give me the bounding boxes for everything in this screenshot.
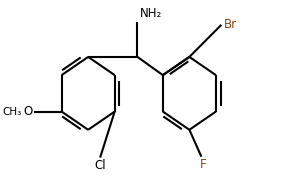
Text: O: O bbox=[23, 105, 32, 118]
Text: CH₃: CH₃ bbox=[2, 107, 22, 116]
Text: NH₂: NH₂ bbox=[140, 7, 162, 21]
Text: Br: Br bbox=[224, 18, 237, 31]
Text: F: F bbox=[199, 158, 206, 171]
Text: Cl: Cl bbox=[94, 159, 106, 172]
